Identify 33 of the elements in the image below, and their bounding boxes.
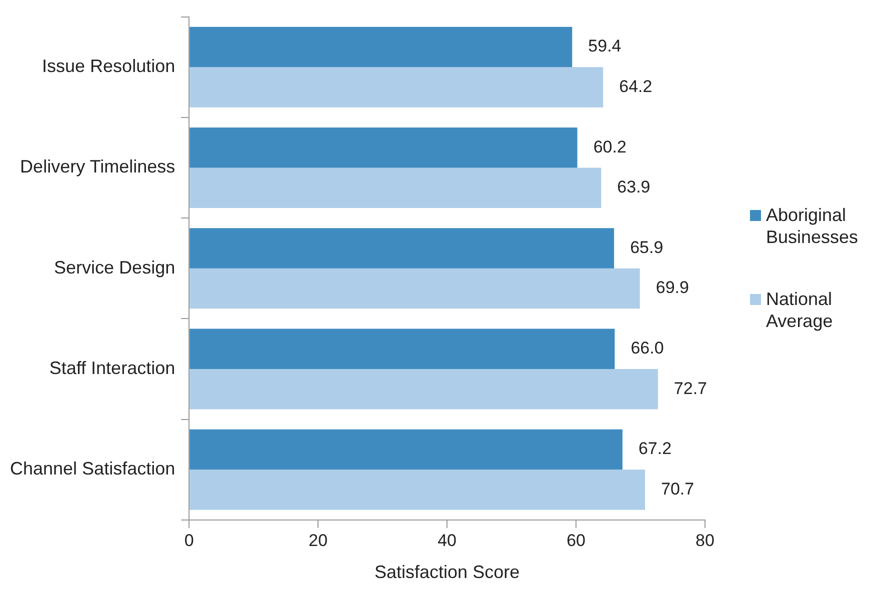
bar [190,128,578,168]
x-tick-label: 20 [308,530,328,550]
x-tick-label: 40 [438,530,457,550]
legend-label: Aboriginal Businesses [766,204,860,248]
x-tick-label: 60 [566,530,586,550]
bar [190,268,640,309]
data-label: 60.2 [593,137,626,156]
y-tick-label: Delivery Timeliness [20,156,176,177]
bar [190,228,614,268]
data-label: 67.2 [638,439,672,458]
bar [190,26,572,68]
x-tick-label: 80 [696,530,714,550]
bar [190,67,604,108]
bar [190,168,602,208]
bar [190,470,646,510]
bar [190,369,658,410]
legend-label: National Average [766,288,834,332]
data-label: 69.9 [656,278,689,298]
data-label: 64.2 [619,76,652,96]
bar [190,429,622,470]
y-tick-label: Service Design [54,257,176,278]
data-label: 66.0 [630,338,664,358]
data-label: 59.4 [588,36,622,56]
data-label: 65.9 [630,238,664,257]
x-axis-title: Satisfaction Score [374,562,520,582]
data-label: 63.9 [617,178,650,197]
bar [190,328,615,370]
data-label: 70.7 [661,479,694,498]
y-tick-label: Staff Interaction [49,358,176,378]
y-tick-label: Issue Resolution [42,56,176,76]
x-tick-label: 0 [184,530,194,550]
data-label: 72.7 [674,378,708,398]
y-tick-label: Channel Satisfaction [10,458,176,479]
